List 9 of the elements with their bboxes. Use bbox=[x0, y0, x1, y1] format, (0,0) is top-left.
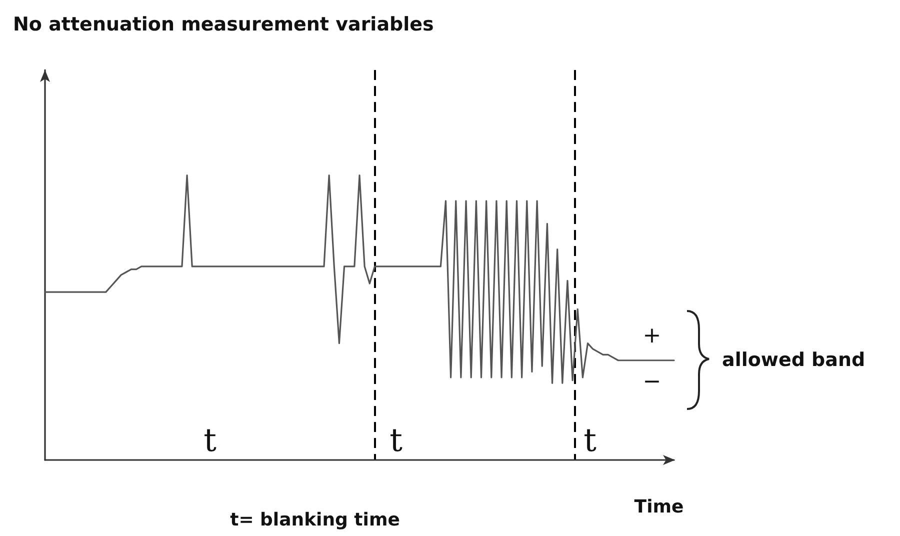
annotation: − bbox=[642, 370, 662, 394]
annotation: + bbox=[642, 324, 662, 348]
chart-title: No attenuation measurement variables bbox=[13, 14, 434, 36]
text: t= blanking time bbox=[230, 510, 400, 530]
annotation: t bbox=[204, 421, 217, 459]
annotation: t bbox=[390, 421, 403, 459]
annotation: t bbox=[584, 421, 597, 459]
text: allowed band bbox=[722, 349, 866, 371]
x-axis-title: Time bbox=[634, 496, 684, 518]
